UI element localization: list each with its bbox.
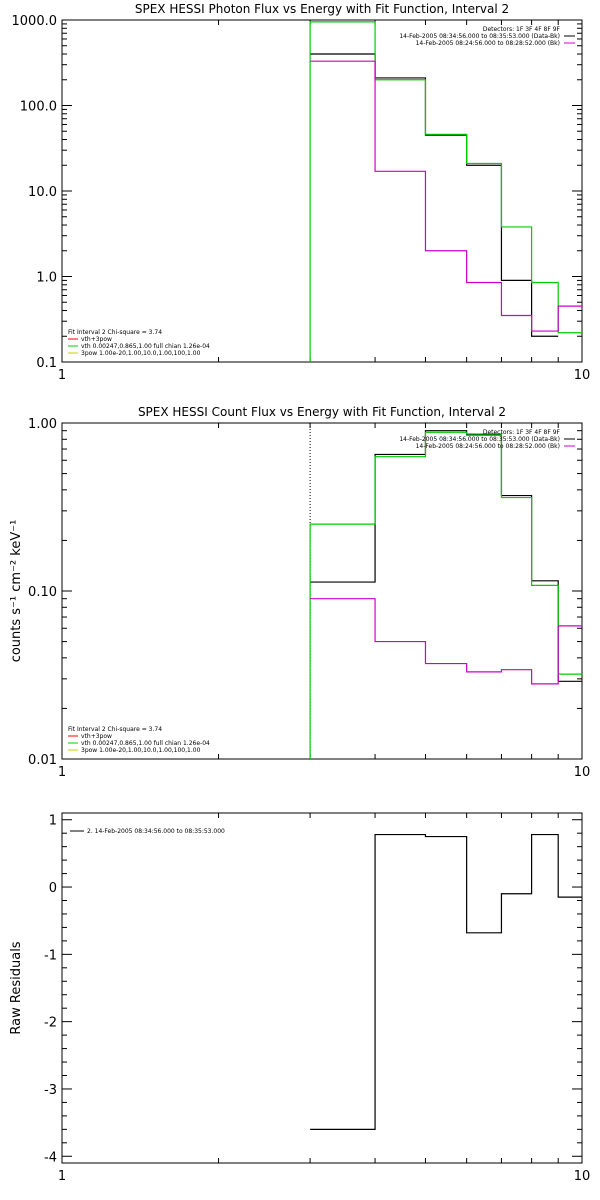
legend-entry: 3pow 1.00e-20,1.00,10.0,1.00,100,1.00 bbox=[81, 350, 201, 357]
chart-2: SPEX HESSI Count Flux vs Energy with Fit… bbox=[9, 405, 590, 780]
chart-title: SPEX HESSI Count Flux vs Energy with Fit… bbox=[138, 405, 506, 419]
y-tick-label: 1.0 bbox=[36, 271, 57, 286]
plot-frame bbox=[61, 19, 583, 363]
series-line-3 bbox=[310, 60, 582, 332]
legend-entry: 14-Feb-2005 08:24:56.000 to 08:28:52.000… bbox=[416, 443, 560, 450]
y-tick-label: 100.0 bbox=[20, 100, 57, 115]
legend-entry: Detectors: 1F 3F 4F 8F 9F bbox=[483, 26, 561, 33]
legend-entry: vth 0.00247,0.865,1.00 full chian 1.26e-… bbox=[81, 343, 210, 350]
x-tick-label: 10 bbox=[574, 368, 591, 383]
chart-1: SPEX HESSI Photon Flux vs Energy with Fi… bbox=[12, 2, 591, 383]
x-tick-label: 1 bbox=[58, 765, 66, 780]
legend-entry: 14-Feb-2005 08:34:56.000 to 08:35:53.000… bbox=[399, 33, 560, 40]
legend-entry: 2. 14-Feb-2005 08:34:56.000 to 08:35:53.… bbox=[87, 828, 225, 835]
y-tick-label: -3 bbox=[44, 1083, 57, 1098]
y-tick-label: 0 bbox=[49, 881, 57, 896]
y-tick-label: 0.1 bbox=[36, 356, 57, 371]
legend-entry: 14-Feb-2005 08:24:56.000 to 08:28:52.000… bbox=[416, 40, 560, 47]
legend-entry: 14-Feb-2005 08:34:56.000 to 08:35:53.000… bbox=[399, 436, 560, 443]
legend-entry: vth 0.00247,0.865,1.00 full chian 1.26e-… bbox=[81, 740, 210, 747]
y-tick-label: 0.01 bbox=[28, 753, 57, 768]
legend-entry: Detectors: 1F 3F 4F 8F 9F bbox=[483, 429, 561, 436]
y-tick-label: -4 bbox=[44, 1150, 57, 1165]
chart-title: SPEX HESSI Photon Flux vs Energy with Fi… bbox=[135, 2, 509, 16]
legend-entry: Fit Interval 2 Chi-square = 3.74 bbox=[68, 726, 162, 733]
y-tick-label: 1 bbox=[49, 814, 57, 829]
series-line-1 bbox=[310, 430, 582, 682]
series-line-2 bbox=[309, 21, 582, 362]
series-line-2 bbox=[309, 431, 582, 759]
y-tick-label: 0.10 bbox=[28, 585, 57, 600]
series-line-1 bbox=[310, 833, 582, 1130]
series-line-1 bbox=[310, 53, 559, 337]
legend-entry: vth+3pow bbox=[81, 336, 112, 343]
x-tick-label: 10 bbox=[574, 1169, 591, 1184]
y-axis-label: counts s⁻¹ cm⁻² keV⁻¹ bbox=[9, 520, 24, 663]
y-axis-label: Raw Residuals bbox=[9, 941, 24, 1034]
x-tick-label: 10 bbox=[574, 765, 591, 780]
legend-entry: vth+3pow bbox=[81, 733, 112, 740]
plot-frame bbox=[61, 812, 583, 1164]
y-tick-label: 1.00 bbox=[28, 417, 57, 432]
chart-3: 1 10 -4 -3 -2 -1 0 1 Raw Residuals 2. 14-Feb-2005… bbox=[9, 812, 591, 1184]
legend-entry: Fit Interval 2 Chi-square = 3.74 bbox=[68, 329, 162, 336]
y-tick-label: -1 bbox=[44, 948, 57, 963]
y-tick-label: 1000.0 bbox=[12, 14, 58, 29]
plot-frame bbox=[61, 422, 583, 760]
x-tick-label: 1 bbox=[58, 1169, 66, 1184]
legend-entry: 3pow 1.00e-20,1.00,10.0,1.00,100,1.00 bbox=[81, 747, 201, 754]
y-tick-label: 10.0 bbox=[28, 185, 57, 200]
x-tick-label: 1 bbox=[58, 368, 66, 383]
y-tick-label: -2 bbox=[44, 1016, 57, 1031]
series-line-3 bbox=[310, 598, 582, 685]
